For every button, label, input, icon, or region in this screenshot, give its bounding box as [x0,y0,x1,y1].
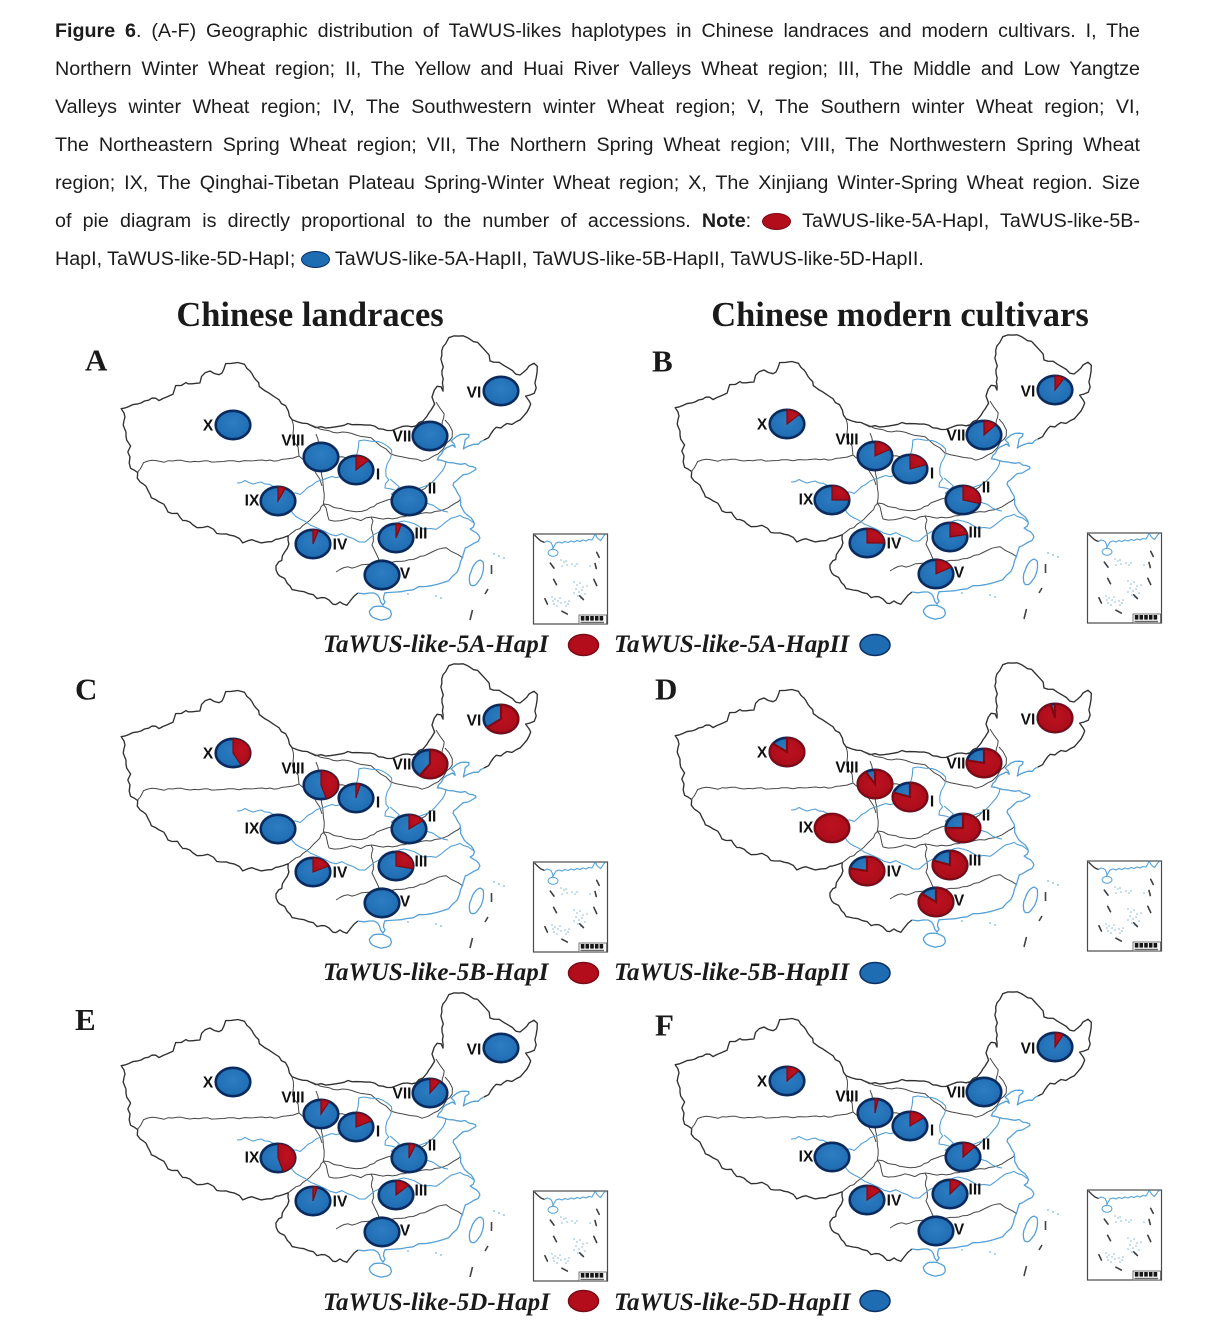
svg-text:X: X [757,417,768,434]
svg-text:B: B [652,344,673,379]
svg-text:X: X [203,418,214,435]
svg-text:VIII: VIII [281,761,304,778]
svg-text:VIII: VIII [835,760,858,777]
svg-text:IV: IV [333,865,348,882]
svg-text:II: II [428,1138,437,1155]
svg-text:VII: VII [393,757,412,774]
svg-text:III: III [969,1182,982,1199]
svg-text:VI: VI [467,713,482,730]
svg-text:VIII: VIII [281,1090,304,1107]
svg-text:V: V [400,566,411,583]
svg-text:I: I [376,795,380,812]
svg-text:E: E [75,1002,96,1037]
svg-text:VIII: VIII [835,1089,858,1106]
svg-text:I: I [376,1124,380,1141]
svg-text:II: II [428,481,437,498]
svg-text:VII: VII [947,428,966,445]
svg-text:IV: IV [333,537,348,554]
svg-text:A: A [85,343,108,378]
svg-text:VII: VII [947,1085,966,1102]
svg-text:VIII: VIII [281,433,304,450]
svg-text:VI: VI [1021,384,1036,401]
svg-text:V: V [954,893,965,910]
svg-text:VI: VI [467,1042,482,1059]
svg-text:IV: IV [887,536,902,553]
svg-text:II: II [982,480,991,497]
svg-text:III: III [415,854,428,871]
svg-text:II: II [982,1137,991,1154]
svg-text:X: X [203,1075,214,1092]
svg-text:X: X [203,746,214,763]
svg-text:VI: VI [1021,1041,1036,1058]
svg-text:IX: IX [245,493,260,510]
svg-text:III: III [969,525,982,542]
svg-text:I: I [930,466,934,483]
svg-text:IX: IX [799,492,814,509]
svg-text:F: F [655,1008,674,1043]
svg-text:X: X [757,1074,768,1091]
svg-text:VII: VII [393,1086,412,1103]
svg-text:I: I [930,794,934,811]
svg-text:II: II [982,808,991,825]
svg-text:IV: IV [887,1193,902,1210]
svg-text:V: V [400,894,411,911]
svg-text:III: III [969,853,982,870]
svg-text:V: V [400,1223,411,1240]
svg-text:III: III [415,1183,428,1200]
svg-text:I: I [376,467,380,484]
svg-text:I: I [930,1123,934,1140]
svg-text:IV: IV [333,1194,348,1211]
svg-text:VIII: VIII [835,432,858,449]
svg-text:II: II [428,809,437,826]
svg-text:D: D [655,672,677,707]
svg-text:V: V [954,1222,965,1239]
svg-text:IX: IX [245,821,260,838]
svg-text:VII: VII [947,756,966,773]
svg-text:VI: VI [467,385,482,402]
svg-text:IV: IV [887,864,902,881]
svg-text:VII: VII [393,429,412,446]
svg-text:III: III [415,526,428,543]
svg-text:X: X [757,745,768,762]
svg-text:C: C [75,672,97,707]
svg-text:IX: IX [245,1150,260,1167]
svg-text:V: V [954,565,965,582]
svg-text:IX: IX [799,820,814,837]
svg-text:VI: VI [1021,712,1036,729]
svg-text:IX: IX [799,1149,814,1166]
